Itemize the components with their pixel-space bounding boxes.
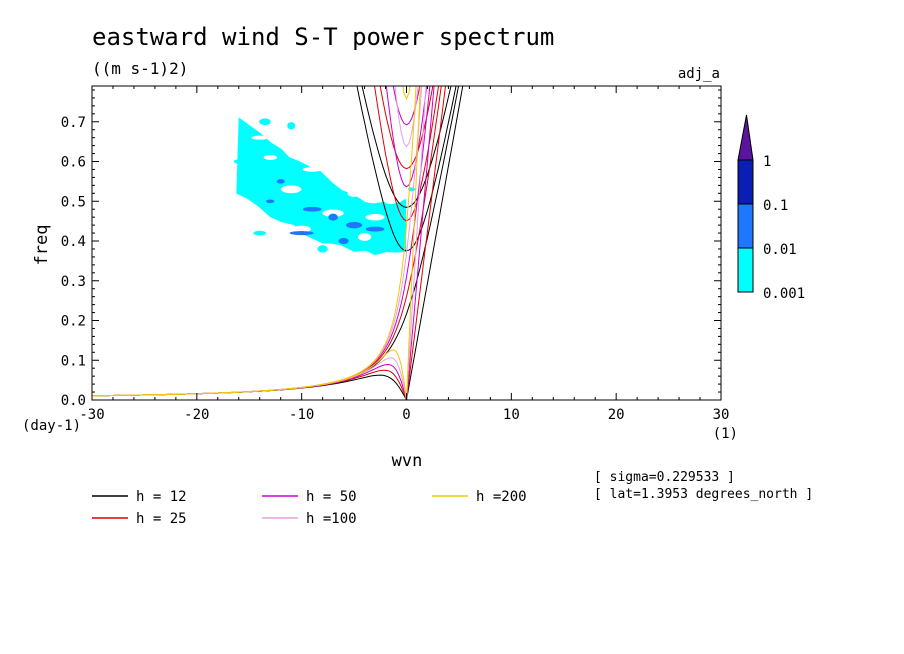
colorbar-segment <box>737 247 754 293</box>
shade-blue-patch <box>345 221 363 229</box>
legend-label: h =200 <box>476 489 527 505</box>
chart-subtitle: ((m s-1)2) <box>92 59 188 78</box>
y-tick-label: 0.0 <box>61 393 86 409</box>
colorbar-label: 0.01 <box>763 242 797 258</box>
y-tick-label: 0.3 <box>61 274 86 290</box>
curve-h200-2 <box>402 86 411 100</box>
shade-speck <box>317 245 328 253</box>
shade-gap <box>322 209 344 217</box>
shade-speck <box>233 159 244 164</box>
shade-gap <box>365 213 385 221</box>
shade-gap <box>384 198 398 205</box>
legend: h = 12 h = 25 h = 50 h =100 h =200 <box>92 489 527 527</box>
y-axis-unit: (day-1) <box>22 418 81 434</box>
shade-blue-patch <box>365 226 385 232</box>
shade-speck <box>287 122 296 130</box>
y-tick-label: 0.2 <box>61 314 86 330</box>
curve-h100-2 <box>394 86 419 148</box>
shade-blue-patch <box>265 199 275 204</box>
curve-h200-3 <box>92 0 721 11</box>
legend-label: h = 25 <box>136 511 187 527</box>
shade-speck <box>243 129 255 138</box>
curve-h25-0 <box>406 86 446 400</box>
legend-label: h = 50 <box>306 489 357 505</box>
curve-h50-3 <box>392 86 421 126</box>
annotation-sigma: [ sigma=0.229533 ] <box>594 470 735 485</box>
shade-gap <box>263 155 277 161</box>
shade-gap <box>302 167 322 172</box>
chart-title: eastward wind S-T power spectrum <box>92 23 554 51</box>
colorbar-label: 0.1 <box>763 198 788 214</box>
y-tick-label: 0.4 <box>61 234 86 250</box>
axis-ticks: -30 -20 -10 0 10 20 30 0.0 0.1 0.2 0.3 0.4 0.5 0.6 0.7 <box>61 86 730 423</box>
x-axis-label: wvn <box>392 451 423 471</box>
x-tick-label: 10 <box>503 407 520 423</box>
shade-gap <box>347 189 361 197</box>
curve-h25-3 <box>379 86 434 170</box>
shade-gap <box>292 225 311 233</box>
colorbar: 0.001 0.01 0.1 1 <box>737 114 805 302</box>
x-tick-label: 20 <box>608 407 625 423</box>
shade-gap <box>281 185 302 194</box>
shade-speck <box>259 118 271 126</box>
colorbar-label: 0.001 <box>763 286 805 302</box>
shade-blue-patch <box>276 179 285 184</box>
x-tick-label: 30 <box>713 407 730 423</box>
x-tick-label: -10 <box>289 407 314 423</box>
x-tick-label: 0 <box>402 407 410 423</box>
curve-h50-0 <box>406 86 435 400</box>
plot-frame <box>91 85 722 401</box>
curve-h200-4 <box>92 349 407 400</box>
shade-blue-patch <box>328 213 338 221</box>
shade-blue-patch <box>338 237 349 245</box>
shade-blue-patch <box>302 206 322 212</box>
curve-h200-0 <box>406 86 421 400</box>
shade-gap <box>251 135 269 140</box>
colorbar-segment <box>737 159 754 205</box>
shade-gap <box>357 233 372 241</box>
colorbar-segment <box>737 203 754 249</box>
legend-label: h =100 <box>306 511 357 527</box>
y-tick-label: 0.7 <box>61 115 86 131</box>
shade-speck <box>253 230 267 236</box>
colorbar-label: 1 <box>763 154 771 170</box>
curve-h100-0 <box>406 86 427 400</box>
shade-speck <box>397 207 405 212</box>
curve-h12-0 <box>406 86 464 400</box>
curve-h50-2 <box>385 86 428 188</box>
shade-gap <box>336 174 351 181</box>
y-tick-label: 0.5 <box>61 194 86 210</box>
y-axis-label: freq <box>32 225 52 266</box>
colorbar-arrow <box>737 114 754 161</box>
shade-blue-patch <box>289 231 314 236</box>
curve-h12-3 <box>361 86 452 208</box>
shade-patch-main <box>236 117 407 256</box>
annotation-lat: [ lat=1.3953 degrees_north ] <box>594 487 813 502</box>
x-tick-label: -20 <box>184 407 209 423</box>
x-tick-label: -30 <box>79 407 104 423</box>
curve-h12-4 <box>92 374 407 400</box>
y-tick-label: 0.6 <box>61 155 86 171</box>
power-shading <box>233 117 416 256</box>
x-axis-unit: (1) <box>713 426 738 442</box>
legend-label: h = 12 <box>136 489 187 505</box>
y-tick-label: 0.1 <box>61 353 86 369</box>
chart-tag: adj_a <box>678 66 720 82</box>
